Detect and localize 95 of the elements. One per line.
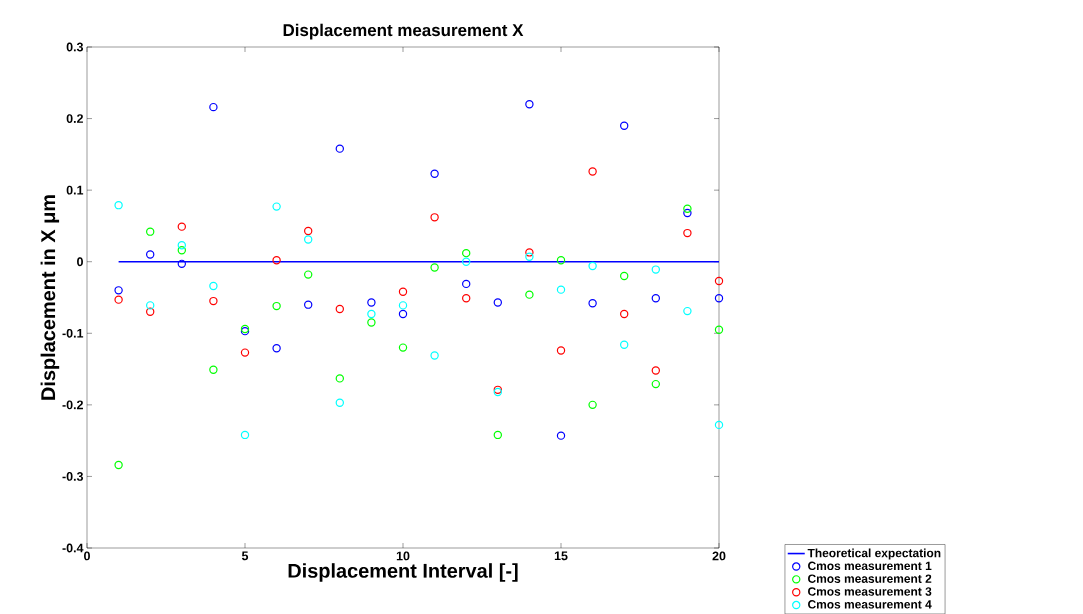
point bbox=[556, 256, 566, 265]
y-axis-title: Displacement in X μm bbox=[40, 195, 60, 400]
point bbox=[335, 398, 344, 407]
point bbox=[525, 248, 534, 257]
point bbox=[556, 285, 566, 294]
point bbox=[272, 301, 281, 311]
point bbox=[177, 246, 186, 255]
point bbox=[430, 263, 439, 272]
point bbox=[714, 325, 724, 334]
point bbox=[651, 294, 661, 303]
point bbox=[462, 248, 471, 258]
legend-label: Theoretical expectation bbox=[807, 548, 941, 560]
point bbox=[683, 228, 692, 238]
legend-label: Cmos measurement 2 bbox=[808, 574, 932, 583]
legend-label: Cmos measurement 1 bbox=[808, 561, 932, 571]
point bbox=[462, 257, 471, 266]
point bbox=[620, 121, 629, 130]
point bbox=[398, 301, 408, 310]
point bbox=[620, 271, 629, 281]
point bbox=[114, 286, 123, 295]
point bbox=[493, 298, 503, 307]
point bbox=[714, 420, 724, 430]
point bbox=[620, 309, 629, 319]
point bbox=[146, 301, 155, 310]
point bbox=[209, 102, 218, 112]
point bbox=[651, 265, 661, 274]
point bbox=[588, 167, 597, 176]
point bbox=[335, 304, 344, 314]
point bbox=[714, 294, 724, 303]
point bbox=[620, 340, 629, 349]
point bbox=[177, 241, 186, 250]
point bbox=[367, 298, 376, 307]
point bbox=[146, 250, 155, 259]
point bbox=[556, 346, 566, 355]
x-tick-label: 20 bbox=[712, 551, 726, 561]
y-tick-label: 0.1 bbox=[66, 185, 84, 195]
point bbox=[272, 256, 281, 265]
point bbox=[146, 307, 155, 317]
point bbox=[398, 287, 408, 296]
point bbox=[588, 299, 597, 308]
point bbox=[683, 204, 692, 213]
legend-label: Cmos measurement 3 bbox=[808, 587, 932, 596]
point bbox=[240, 348, 250, 357]
point bbox=[430, 351, 439, 360]
chart-title: Displacement measurement X bbox=[283, 23, 524, 40]
point bbox=[651, 366, 661, 375]
point bbox=[430, 169, 439, 178]
point bbox=[240, 430, 250, 440]
y-tick-label: -0.2 bbox=[62, 400, 83, 410]
legend-label: Cmos measurement 4 bbox=[808, 600, 932, 609]
point bbox=[398, 309, 408, 319]
y-tick-label: -0.1 bbox=[62, 328, 84, 338]
point bbox=[272, 202, 281, 211]
x-tick-label: 5 bbox=[241, 551, 249, 561]
point bbox=[556, 431, 566, 440]
point bbox=[335, 144, 344, 153]
y-tick-label: 0 bbox=[77, 257, 83, 267]
point bbox=[114, 200, 123, 210]
y-tick-label: -0.4 bbox=[62, 543, 84, 553]
point bbox=[714, 276, 724, 286]
point bbox=[683, 306, 692, 316]
point bbox=[177, 222, 186, 231]
point bbox=[493, 430, 503, 440]
point bbox=[398, 343, 408, 352]
point bbox=[462, 294, 471, 303]
y-tick-label: -0.3 bbox=[62, 472, 84, 481]
point bbox=[462, 279, 471, 289]
point bbox=[430, 213, 439, 222]
point bbox=[683, 208, 692, 218]
x-tick-label: 15 bbox=[554, 551, 568, 561]
point bbox=[209, 296, 218, 306]
point bbox=[588, 400, 597, 410]
x-axis-title: Displacement Interval [-] bbox=[288, 563, 518, 582]
point bbox=[177, 259, 186, 269]
point bbox=[272, 344, 281, 353]
x-tick-label: 10 bbox=[396, 551, 410, 561]
y-tick-label: 0.3 bbox=[66, 42, 84, 52]
point bbox=[525, 290, 534, 299]
point bbox=[304, 300, 313, 309]
point bbox=[525, 100, 534, 109]
point bbox=[335, 374, 344, 383]
point bbox=[209, 365, 218, 374]
point bbox=[588, 261, 597, 271]
point bbox=[651, 379, 661, 389]
point bbox=[525, 252, 534, 261]
point bbox=[146, 227, 155, 236]
point bbox=[114, 460, 123, 470]
point bbox=[209, 281, 218, 291]
point bbox=[304, 235, 313, 244]
point bbox=[304, 226, 313, 236]
point bbox=[304, 270, 313, 279]
point bbox=[114, 295, 123, 304]
point bbox=[367, 309, 376, 319]
y-tick-label: 0.2 bbox=[66, 114, 83, 123]
point bbox=[367, 318, 376, 327]
